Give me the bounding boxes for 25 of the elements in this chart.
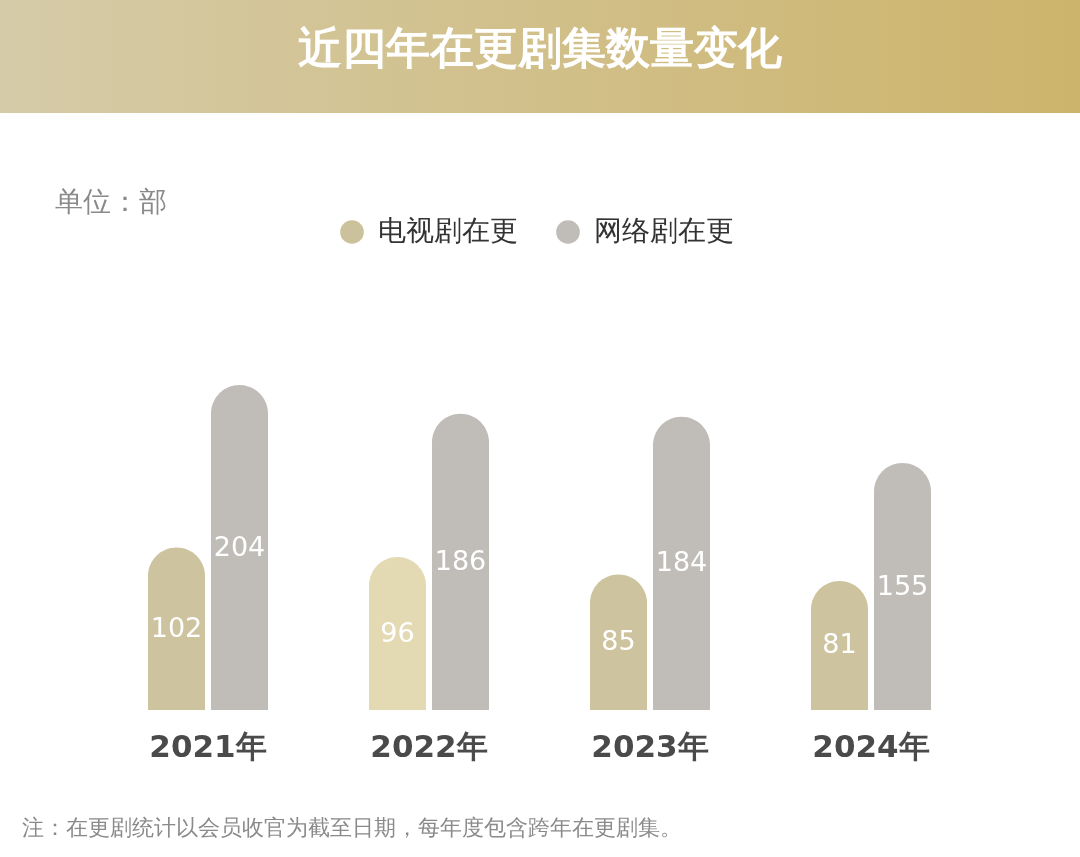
- legend-label: 网络剧在更: [594, 214, 734, 247]
- legend-label: 电视剧在更: [378, 214, 518, 247]
- data-label: 204: [213, 530, 266, 562]
- data-label: 96: [380, 616, 415, 648]
- data-label: 85: [601, 625, 636, 657]
- chart-title: 近四年在更剧集数量变化: [298, 22, 783, 73]
- bar: [873, 463, 931, 710]
- x-tick-label: 2022年: [370, 727, 488, 764]
- data-label: 102: [150, 611, 203, 643]
- data-label: 186: [434, 544, 487, 576]
- x-tick-label: 2021年: [149, 727, 267, 764]
- chart-subtitle: 单位：部: [55, 185, 167, 218]
- bar: [148, 547, 206, 710]
- bar: [369, 557, 427, 710]
- data-label: 81: [822, 628, 857, 660]
- bar: [210, 385, 268, 710]
- x-tick-label: 2023年: [591, 727, 709, 764]
- bar: [652, 416, 710, 710]
- bar: [431, 413, 489, 710]
- bar: [590, 574, 648, 710]
- text: 注：在更剧统计以会员收官为截至日期，每年度包含跨年在更剧集。: [22, 815, 682, 840]
- data-label: 155: [876, 569, 929, 601]
- x-tick-label: 2024年: [812, 727, 930, 764]
- data-label: 184: [655, 546, 708, 578]
- bar: [811, 580, 869, 710]
